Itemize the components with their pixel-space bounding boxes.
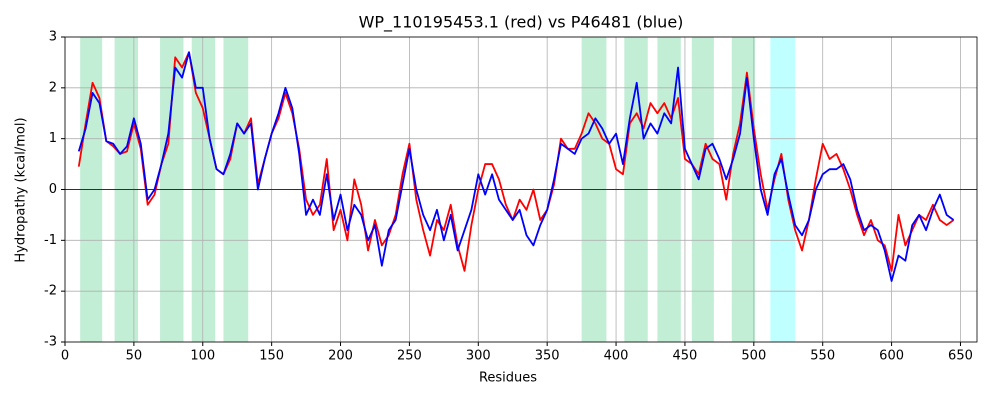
- x-tick-label: 50: [126, 349, 143, 364]
- y-tick-label: -1: [44, 233, 57, 248]
- x-axis-label: Residues: [479, 371, 537, 386]
- plot-area: 0 50 100 150 200 250 300 350 400 450 500 550 600 650 -…: [44, 30, 978, 364]
- y-tick-label: 1: [49, 131, 57, 146]
- series-line: [77, 51, 955, 282]
- y-tick-label: 3: [49, 30, 57, 45]
- chart-title: WP_110195453.1 (red) vs P46481 (blue): [359, 13, 684, 33]
- x-tick-label: 500: [741, 349, 766, 364]
- x-tick-label: 100: [190, 349, 215, 364]
- x-tick-label: 450: [673, 349, 698, 364]
- x-tick-label: 0: [61, 349, 69, 364]
- x-tick-label: 650: [948, 349, 973, 364]
- y-axis-label: Hydropathy (kcal/mol): [14, 117, 29, 262]
- x-tick-label: 550: [810, 349, 835, 364]
- x-tick-label: 400: [604, 349, 629, 364]
- x-tick-label: 250: [397, 349, 422, 364]
- x-tick-label: 200: [328, 349, 353, 364]
- x-tick-label: 350: [535, 349, 560, 364]
- x-tick-label: 150: [259, 349, 284, 364]
- x-tick-label: 300: [466, 349, 491, 364]
- y-tick-label: 2: [49, 80, 57, 95]
- plot-frame: [64, 36, 978, 343]
- y-tick-label: -2: [44, 284, 57, 299]
- y-tick-label: 0: [49, 182, 57, 197]
- x-tick-label: 600: [879, 349, 904, 364]
- y-tick-label: -3: [44, 335, 57, 350]
